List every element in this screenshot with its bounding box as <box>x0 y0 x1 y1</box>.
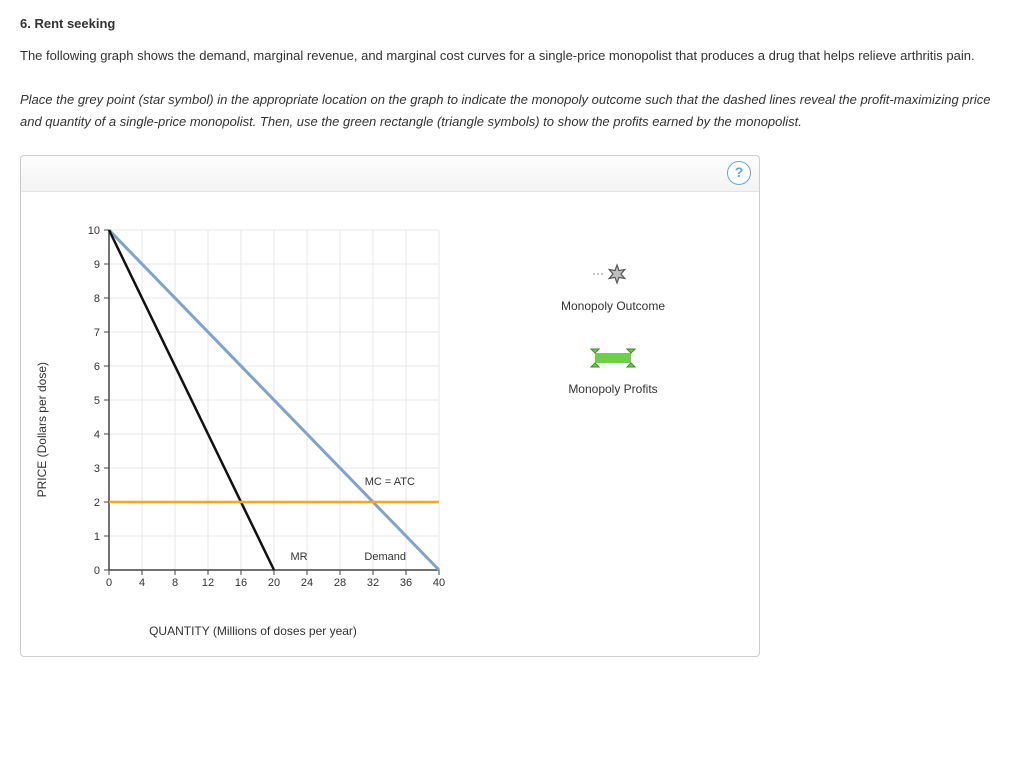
svg-text:4: 4 <box>94 429 100 441</box>
panel-toolbar: ? <box>21 156 759 192</box>
svg-text:0: 0 <box>94 565 100 577</box>
economics-chart[interactable]: 0481216202428323640012345678910DemandMRM… <box>53 220 453 620</box>
graph-body: PRICE (Dollars per dose) 048121620242832… <box>21 192 759 656</box>
svg-text:8: 8 <box>172 577 178 589</box>
svg-text:12: 12 <box>202 577 214 589</box>
legend-profits-label: Monopoly Profits <box>523 382 703 396</box>
svg-text:20: 20 <box>268 577 280 589</box>
svg-text:MR: MR <box>291 551 308 563</box>
help-button[interactable]: ? <box>727 161 751 185</box>
svg-text:16: 16 <box>235 577 247 589</box>
svg-text:6: 6 <box>94 361 100 373</box>
instructions-text: Place the grey point (star symbol) in th… <box>20 89 1004 133</box>
svg-text:8: 8 <box>94 293 100 305</box>
legend-outcome-label: Monopoly Outcome <box>523 299 703 313</box>
svg-text:32: 32 <box>367 577 379 589</box>
svg-text:2: 2 <box>94 497 100 509</box>
y-axis-label: PRICE (Dollars per dose) <box>35 362 49 497</box>
question-heading: 6. Rent seeking <box>20 16 1004 31</box>
svg-text:1: 1 <box>94 531 100 543</box>
svg-text:36: 36 <box>400 577 412 589</box>
legend-column: Monopoly Outcome Monopoly Profits <box>523 220 703 638</box>
svg-text:24: 24 <box>301 577 313 589</box>
intro-text: The following graph shows the demand, ma… <box>20 45 1004 67</box>
star-icon <box>583 260 643 288</box>
chart-wrap: PRICE (Dollars per dose) 048121620242832… <box>35 220 453 638</box>
svg-text:5: 5 <box>94 395 100 407</box>
svg-text:10: 10 <box>88 225 100 237</box>
x-axis-label: QUANTITY (Millions of doses per year) <box>149 624 357 638</box>
graph-panel: ? PRICE (Dollars per dose) 0481216202428… <box>20 155 760 657</box>
svg-text:7: 7 <box>94 327 100 339</box>
svg-text:40: 40 <box>433 577 445 589</box>
legend-monopoly-profits[interactable]: Monopoly Profits <box>523 343 703 396</box>
svg-text:MC = ATC: MC = ATC <box>365 476 415 488</box>
svg-text:9: 9 <box>94 259 100 271</box>
svg-text:0: 0 <box>106 577 112 589</box>
svg-text:4: 4 <box>139 577 145 589</box>
legend-monopoly-outcome[interactable]: Monopoly Outcome <box>523 260 703 313</box>
svg-text:Demand: Demand <box>364 551 406 563</box>
svg-text:28: 28 <box>334 577 346 589</box>
profits-icon <box>583 343 643 371</box>
svg-text:3: 3 <box>94 463 100 475</box>
